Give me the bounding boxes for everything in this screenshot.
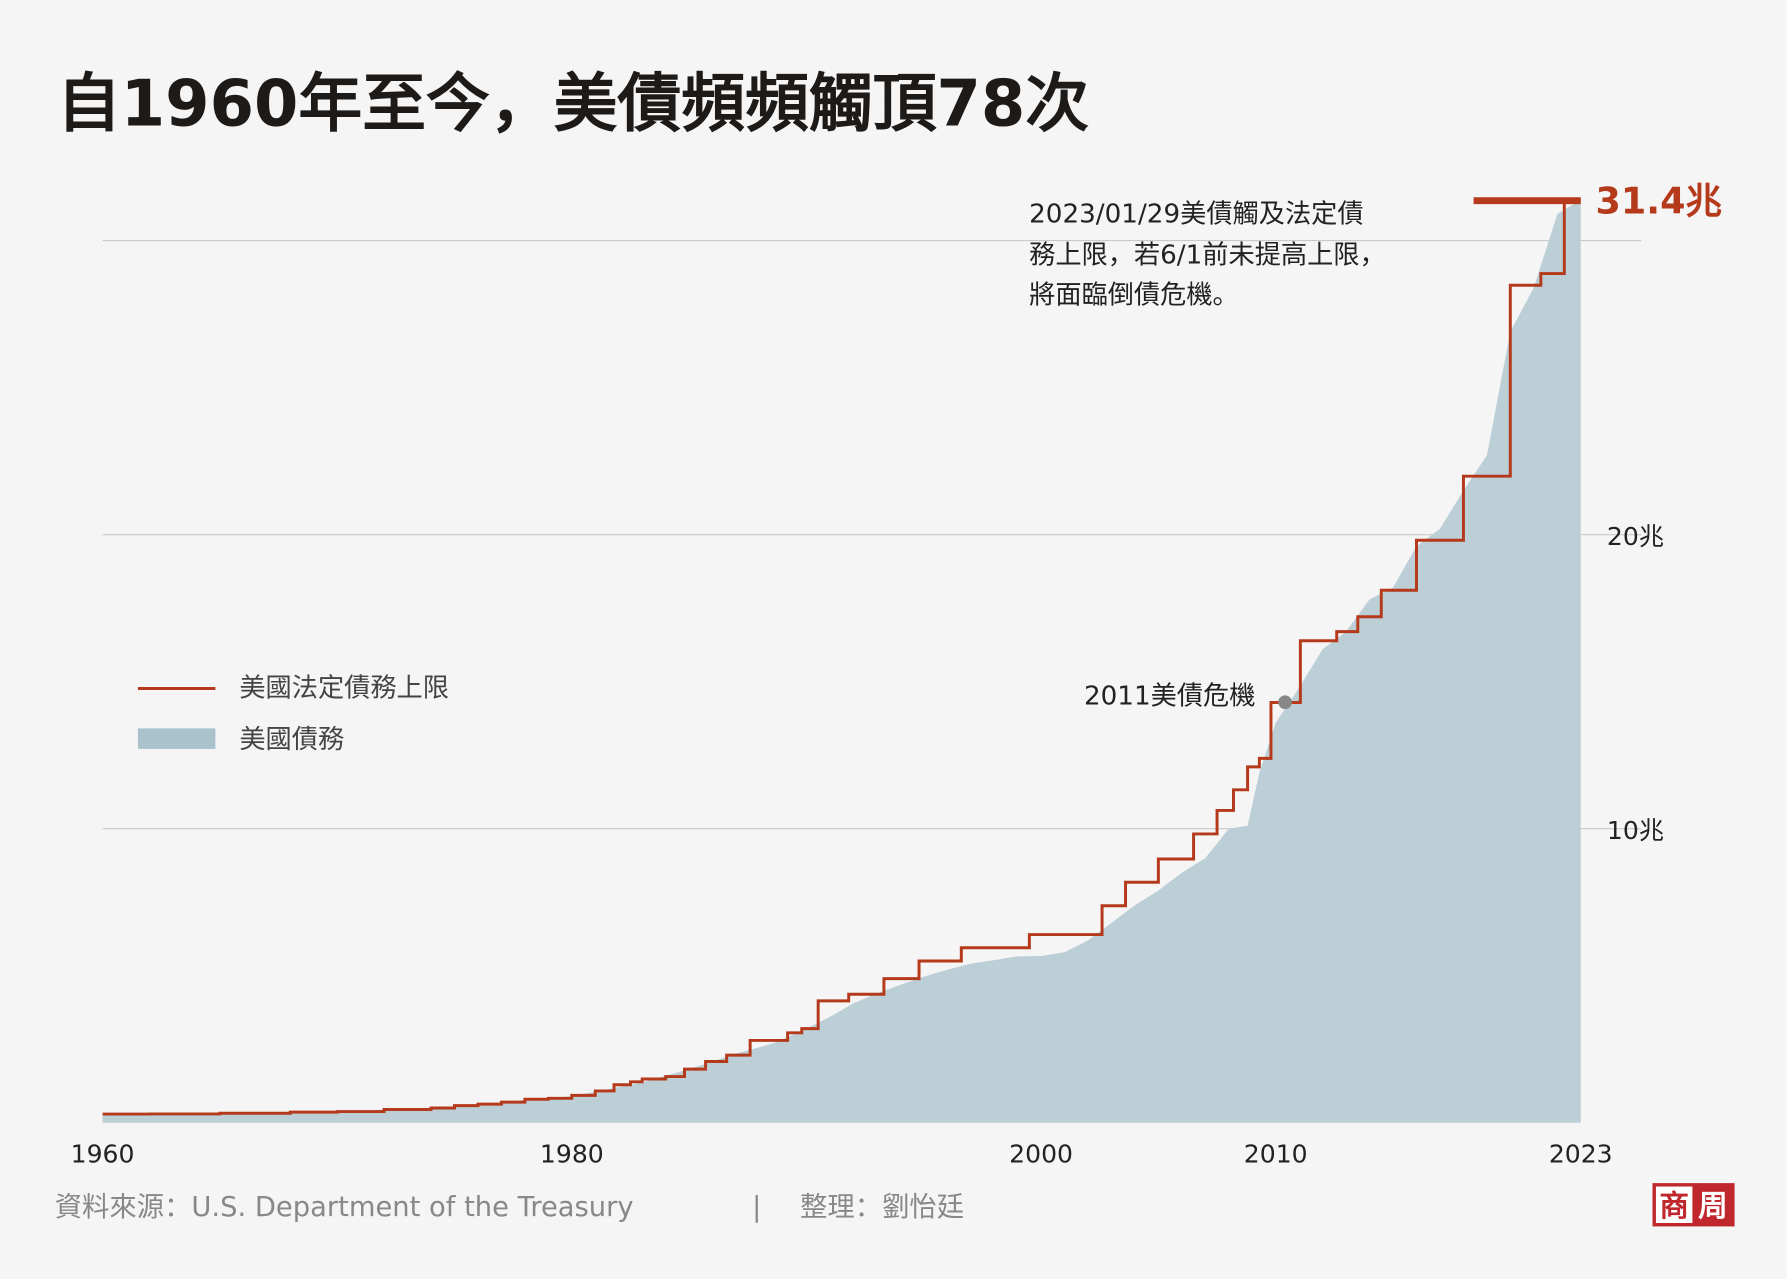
footer: 資料來源：U.S. Department of the Treasury | 整…: [55, 1183, 1735, 1227]
ceiling-step-line: [102, 198, 1581, 1116]
editor-text: 整理：劉怡廷: [800, 1192, 964, 1223]
y-tick-label: 10兆: [1607, 816, 1664, 845]
legend-debt-swatch: [137, 728, 216, 749]
x-tick-label: 2000: [1009, 1140, 1073, 1169]
x-tick-label: 1980: [540, 1140, 604, 1169]
svg-text:周: 周: [1698, 1188, 1728, 1223]
crisis-2011-point: [1278, 695, 1292, 710]
y-tick-label: 20兆: [1607, 522, 1664, 551]
svg-text:商: 商: [1659, 1188, 1689, 1223]
source-text: 資料來源：U.S. Department of the Treasury: [55, 1192, 634, 1223]
annotation-line-3: 將面臨倒債危機。: [1029, 280, 1239, 310]
x-tick-label: 2023: [1549, 1140, 1613, 1169]
annotation-line-1: 2023/01/29美債觸及法定債: [1029, 199, 1363, 229]
logo: 商 周: [1652, 1183, 1735, 1227]
y-axis: 10兆 20兆: [1607, 522, 1664, 845]
peak-label: 31.4兆: [1596, 179, 1722, 222]
x-axis: 1960 1980 2000 2010 2023: [71, 1140, 1613, 1169]
annotation-2023: 2023/01/29美債觸及法定債 務上限，若6/1前未提高上限， 將面臨倒債危…: [1029, 199, 1386, 310]
crisis-2011-label: 2011美債危機: [1084, 682, 1256, 712]
annotation-line-2: 務上限，若6/1前未提高上限，: [1029, 240, 1386, 270]
legend-ceiling-label: 美國法定債務上限: [239, 673, 449, 703]
x-tick-label: 1960: [71, 1140, 135, 1169]
legend: 美國法定債務上限 美國債務: [137, 673, 449, 755]
chart-title: 自1960年至今，美債頻頻觸頂78次: [57, 68, 1089, 142]
debt-area: [102, 199, 1581, 1123]
x-tick-label: 2010: [1244, 1140, 1308, 1169]
legend-debt-label: 美國債務: [239, 725, 344, 755]
footer-separator: |: [752, 1192, 761, 1223]
